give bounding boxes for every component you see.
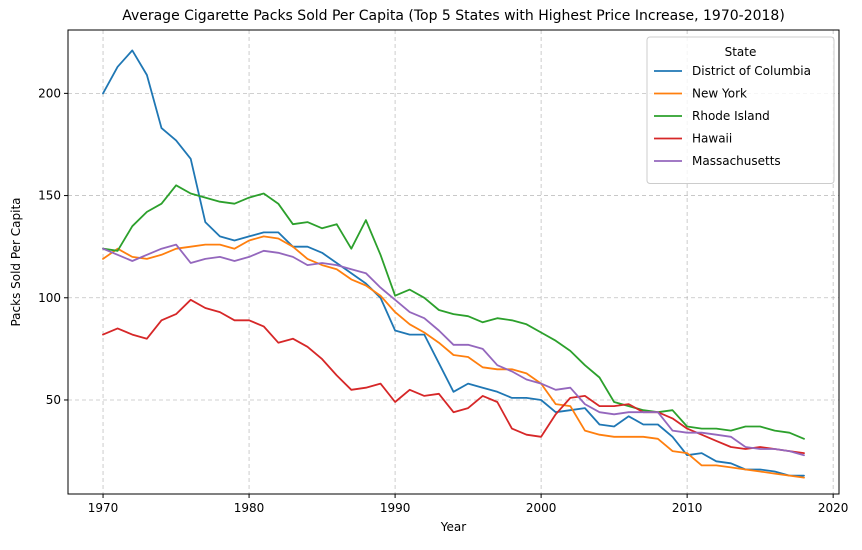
x-tick-label: 2000 [526, 501, 557, 515]
x-tick-label: 1990 [380, 501, 411, 515]
grid-lines [68, 30, 839, 494]
legend-title: State [725, 45, 757, 59]
legend-label-district-of-columbia: District of Columbia [692, 64, 811, 78]
legend-label-new-york: New York [692, 87, 747, 101]
series-lines [102, 49, 805, 479]
y-tick-label: 100 [38, 291, 61, 305]
x-axis-label: Year [440, 520, 466, 534]
y-axis-ticks: 50 100 150 200 [38, 86, 68, 407]
legend: State District of Columbia New York Rhode … [646, 36, 835, 184]
legend-box [646, 36, 835, 184]
y-tick-label: 50 [46, 393, 61, 407]
legend-label-hawaii: Hawaii [692, 132, 732, 146]
y-tick-label: 200 [38, 86, 61, 100]
legend-label-rhode-island: Rhode Island [692, 109, 770, 123]
series-line-massachusetts [102, 243, 805, 457]
y-tick-label: 150 [38, 189, 61, 203]
legend-label-massachusetts: Massachusetts [692, 154, 781, 168]
x-axis-ticks: 1970 1980 1990 2000 2010 2020 [88, 494, 849, 515]
series-line-district-of-columbia [102, 49, 805, 477]
x-tick-label: 1980 [234, 501, 265, 515]
series-line-hawaii [102, 298, 805, 455]
x-tick-label: 2020 [818, 501, 849, 515]
plot-frame [67, 29, 840, 495]
x-tick-label: 2010 [672, 501, 703, 515]
x-tick-label: 1970 [88, 501, 119, 515]
legend-items: District of Columbia New York Rhode Island… [654, 64, 811, 168]
chart-title: Average Cigarette Packs Sold Per Capita … [122, 8, 785, 24]
y-axis-label: Packs Sold Per Capita [9, 197, 23, 326]
series-line-rhode-island [102, 184, 805, 440]
series-line-new-york [102, 235, 805, 479]
